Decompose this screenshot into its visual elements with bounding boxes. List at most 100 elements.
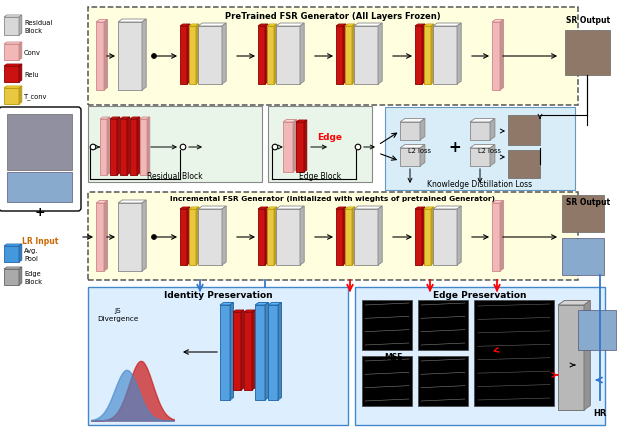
Polygon shape xyxy=(420,119,425,141)
Polygon shape xyxy=(120,118,130,120)
Polygon shape xyxy=(490,119,495,141)
Polygon shape xyxy=(222,24,226,85)
Polygon shape xyxy=(304,121,307,172)
Polygon shape xyxy=(189,27,196,85)
Polygon shape xyxy=(222,206,226,265)
Text: MSE: MSE xyxy=(384,352,402,361)
Polygon shape xyxy=(19,87,22,105)
Polygon shape xyxy=(118,20,146,23)
Polygon shape xyxy=(400,145,425,149)
Polygon shape xyxy=(258,25,268,27)
Polygon shape xyxy=(19,267,22,286)
Polygon shape xyxy=(241,310,244,390)
Polygon shape xyxy=(336,25,346,27)
Polygon shape xyxy=(283,120,296,123)
Bar xyxy=(578,310,616,350)
Polygon shape xyxy=(189,25,199,27)
Polygon shape xyxy=(19,65,22,83)
Polygon shape xyxy=(4,43,22,45)
Text: Avg.
Pool: Avg. Pool xyxy=(24,248,38,261)
Bar xyxy=(362,300,412,350)
Bar xyxy=(508,116,540,146)
Bar xyxy=(418,356,468,406)
Polygon shape xyxy=(142,20,146,91)
Polygon shape xyxy=(470,119,495,123)
Text: L2 loss: L2 loss xyxy=(408,147,431,154)
Text: T_conv: T_conv xyxy=(24,93,47,100)
Polygon shape xyxy=(258,209,265,265)
Polygon shape xyxy=(233,310,244,312)
Polygon shape xyxy=(268,305,278,400)
Polygon shape xyxy=(345,27,352,85)
Polygon shape xyxy=(431,25,434,85)
Polygon shape xyxy=(470,149,490,166)
Polygon shape xyxy=(352,208,355,265)
Polygon shape xyxy=(4,269,19,286)
Polygon shape xyxy=(336,27,343,85)
Polygon shape xyxy=(130,118,140,120)
Polygon shape xyxy=(276,209,300,265)
Polygon shape xyxy=(180,209,187,265)
Polygon shape xyxy=(470,123,490,141)
FancyBboxPatch shape xyxy=(385,108,575,190)
Text: PreTrained FSR Generator (All Layers Frozen): PreTrained FSR Generator (All Layers Fro… xyxy=(225,12,441,21)
Polygon shape xyxy=(118,200,146,203)
Polygon shape xyxy=(19,16,22,36)
Polygon shape xyxy=(220,305,230,400)
Polygon shape xyxy=(230,303,234,400)
Polygon shape xyxy=(492,203,500,271)
Polygon shape xyxy=(424,208,434,209)
Polygon shape xyxy=(492,23,500,91)
Polygon shape xyxy=(100,118,110,120)
Polygon shape xyxy=(96,21,108,23)
Polygon shape xyxy=(196,25,199,85)
Text: JS
Divergence: JS Divergence xyxy=(97,307,139,321)
Text: Edge Preservation: Edge Preservation xyxy=(433,290,527,299)
Polygon shape xyxy=(300,206,304,265)
Polygon shape xyxy=(187,208,190,265)
Polygon shape xyxy=(336,209,343,265)
Polygon shape xyxy=(198,24,226,27)
Polygon shape xyxy=(400,123,420,141)
Polygon shape xyxy=(345,25,355,27)
Bar xyxy=(7,172,72,203)
Polygon shape xyxy=(300,24,304,85)
Bar xyxy=(418,300,468,350)
Polygon shape xyxy=(433,206,461,209)
Polygon shape xyxy=(415,25,425,27)
Polygon shape xyxy=(180,27,187,85)
Polygon shape xyxy=(415,27,422,85)
Polygon shape xyxy=(142,200,146,271)
Polygon shape xyxy=(422,208,425,265)
Polygon shape xyxy=(19,244,22,262)
Polygon shape xyxy=(198,206,226,209)
Polygon shape xyxy=(4,67,19,83)
Text: SR Output: SR Output xyxy=(566,197,610,206)
Polygon shape xyxy=(187,25,190,85)
Polygon shape xyxy=(354,27,378,85)
Circle shape xyxy=(272,145,278,150)
Polygon shape xyxy=(293,120,296,172)
Polygon shape xyxy=(278,303,282,400)
Polygon shape xyxy=(283,123,293,172)
Polygon shape xyxy=(196,208,199,265)
Polygon shape xyxy=(96,203,104,271)
Text: +: + xyxy=(449,140,461,155)
Polygon shape xyxy=(96,23,104,91)
Polygon shape xyxy=(100,120,107,175)
Polygon shape xyxy=(19,43,22,61)
Polygon shape xyxy=(433,24,461,27)
Text: HR: HR xyxy=(593,408,607,417)
Polygon shape xyxy=(431,208,434,265)
Polygon shape xyxy=(140,118,150,120)
Polygon shape xyxy=(415,208,425,209)
Text: Edge: Edge xyxy=(317,132,342,141)
Polygon shape xyxy=(345,208,355,209)
Polygon shape xyxy=(107,118,110,175)
Polygon shape xyxy=(276,24,304,27)
Polygon shape xyxy=(4,16,22,18)
Polygon shape xyxy=(118,203,142,271)
Polygon shape xyxy=(233,312,241,390)
FancyBboxPatch shape xyxy=(355,287,605,425)
Polygon shape xyxy=(422,25,425,85)
